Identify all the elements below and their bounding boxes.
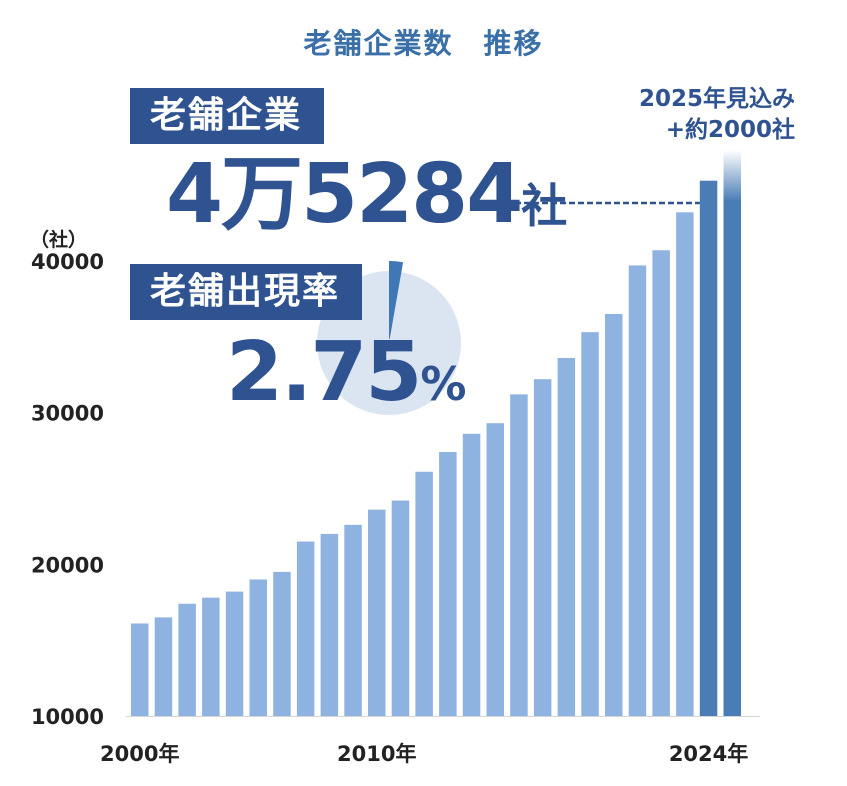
bar-2010	[368, 509, 386, 716]
bar-2008	[320, 533, 339, 716]
bar-2003	[202, 597, 220, 716]
bar-2012	[415, 471, 433, 716]
rate-label: 老舗出現率	[130, 264, 363, 320]
projection-note: 2025年見込み +約2000社	[639, 84, 795, 146]
y-tick-40000: 40000	[31, 250, 104, 274]
bar-2017	[533, 379, 552, 716]
bar-2021	[628, 265, 647, 716]
bar-2022	[652, 250, 670, 717]
chart-title: 老舗企業数 推移	[303, 27, 544, 60]
bar-2002	[178, 603, 196, 716]
bar-2013	[439, 452, 457, 716]
bar-2019	[581, 332, 599, 716]
bar-2016	[510, 394, 528, 716]
x-tick-2000年: 2000年	[100, 742, 179, 766]
rate-value: 2.75%	[226, 332, 466, 414]
y-tick-10000: 10000	[31, 705, 104, 729]
y-ticks: 10000 20000 30000 40000	[31, 250, 104, 729]
shinise-count-number: 4万5284	[166, 147, 523, 242]
y-tick-20000: 20000	[31, 553, 104, 577]
rate-value-number: 2.75	[226, 325, 422, 420]
x-ticks: 2000年 2010年 2024年	[100, 742, 748, 766]
x-tick-2024年: 2024年	[669, 742, 748, 766]
bar-2005	[249, 579, 267, 716]
bar-2015	[486, 423, 504, 716]
bar-2006	[273, 571, 291, 716]
bar-2018	[557, 357, 576, 716]
bar-2014	[462, 433, 481, 716]
bar-2007	[296, 541, 315, 716]
bar-2024	[699, 180, 718, 717]
bar-2023	[676, 212, 694, 716]
bar-2001	[154, 617, 173, 716]
pie-slice-rate	[389, 261, 404, 340]
bar-2009	[344, 524, 362, 716]
projection-line1: 2025年見込み	[638, 86, 795, 112]
bars	[131, 150, 741, 717]
y-tick-30000: 30000	[31, 402, 104, 426]
bar-2025	[723, 150, 741, 716]
bar-2020	[605, 313, 623, 716]
bar-2004	[225, 591, 244, 716]
shinise-count-unit: 社	[521, 179, 568, 233]
bar-2000	[131, 623, 149, 716]
projection-line2: +約2000社	[665, 117, 795, 143]
bar-2011	[391, 500, 410, 716]
x-tick-2010年: 2010年	[337, 742, 416, 766]
shinise-label: 老舗企業	[130, 88, 325, 144]
y-axis-label: （社）	[30, 228, 87, 251]
shinise-count: 4万5284社	[166, 154, 567, 236]
rate-value-unit: %	[420, 357, 467, 411]
